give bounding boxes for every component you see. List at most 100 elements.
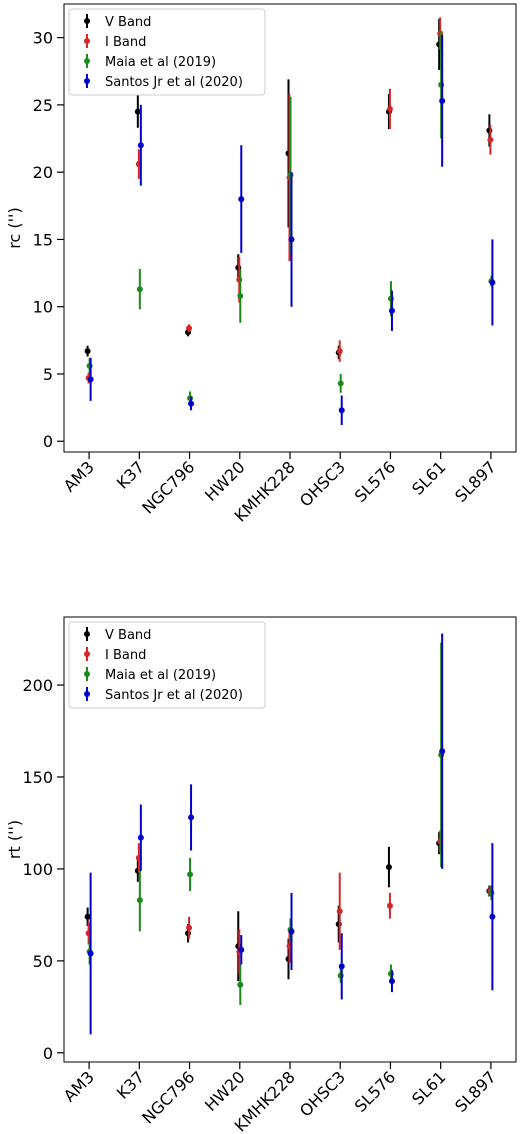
legend-marker [84, 78, 90, 84]
data-point [488, 889, 495, 896]
legend-marker [84, 671, 90, 677]
data-point [338, 963, 345, 970]
data-point [237, 292, 244, 299]
y-tick-label: 100 [22, 860, 53, 879]
x-tick-label: SL897 [451, 1067, 500, 1116]
data-point [388, 978, 395, 985]
y-axis-label: rc ('') [5, 207, 24, 248]
data-point [438, 81, 445, 88]
legend-label: Maia et al (2019) [105, 668, 216, 683]
legend-marker [84, 38, 90, 44]
data-point [386, 105, 393, 112]
legend-marker [84, 651, 90, 657]
x-tick-label: SL576 [351, 457, 400, 506]
y-tick-label: 0 [43, 432, 53, 451]
x-tick-label: AM3 [60, 1067, 98, 1105]
legend-label: I Band [105, 648, 146, 663]
data-point [134, 108, 141, 115]
data-point [136, 897, 143, 904]
legend-marker [84, 691, 90, 697]
data-point [387, 970, 394, 977]
data-point [186, 924, 193, 931]
data-point [385, 864, 392, 871]
x-tick-label: HW20 [201, 457, 249, 505]
legend-marker [84, 631, 90, 637]
data-point [84, 348, 91, 355]
data-point [185, 930, 192, 937]
data-point [439, 748, 446, 755]
x-tick-label: NGC796 [138, 457, 198, 517]
legend-label: Santos Jr et al (2020) [105, 688, 243, 703]
x-tick-label: NGC796 [138, 1067, 198, 1127]
legend-label: Santos Jr et al (2020) [105, 75, 243, 90]
x-tick-label: SL61 [408, 1067, 449, 1108]
data-point [84, 913, 91, 920]
series-1 [84, 832, 493, 982]
legend-label: V Band [105, 628, 151, 643]
data-point [338, 407, 345, 414]
x-tick-label: HW20 [201, 1067, 249, 1115]
legend-box [68, 621, 266, 709]
data-point [486, 127, 493, 134]
data-point [188, 814, 195, 821]
y-tick-label: 15 [33, 230, 53, 249]
legend: V Band I Band Maia et al (2019) Santos Jr e… [68, 621, 266, 709]
y-tick-label: 5 [43, 365, 53, 384]
data-point [187, 395, 194, 402]
x-tick-label: SL61 [408, 457, 449, 498]
legend: V Band I Band Maia et al (2019) Santos Jr e… [68, 8, 266, 96]
data-point [386, 902, 393, 909]
x-tick-label: OHSC3 [296, 457, 349, 510]
legend-label: Maia et al (2019) [105, 55, 216, 70]
legend-label: V Band [105, 15, 151, 30]
series-4 [87, 34, 496, 426]
data-point [336, 348, 343, 355]
data-point [87, 950, 94, 957]
y-tick-label: 0 [43, 1044, 53, 1063]
data-point [387, 295, 394, 302]
x-tick-label: K37 [113, 457, 148, 492]
x-tick-label: K37 [113, 1067, 148, 1102]
x-tick-label: SL897 [451, 457, 500, 506]
y-axis-label: rt ('') [5, 820, 24, 859]
series-2 [85, 830, 494, 974]
y-tick-label: 50 [33, 952, 53, 971]
legend-marker [84, 18, 90, 24]
data-point [335, 921, 342, 928]
legend-box [68, 8, 266, 96]
y-tick-label: 25 [33, 96, 53, 115]
data-point [439, 97, 446, 104]
data-point [236, 276, 243, 283]
data-point [137, 834, 144, 841]
data-point [489, 913, 496, 920]
y-tick-label: 150 [22, 768, 53, 787]
data-point [187, 871, 194, 878]
data-point [136, 286, 143, 293]
data-point [288, 928, 295, 935]
data-point [237, 981, 244, 988]
data-point [238, 946, 245, 953]
data-point [287, 171, 294, 178]
data-point [137, 142, 144, 149]
series-4 [87, 633, 496, 1035]
x-tick-label: AM3 [60, 457, 98, 495]
data-point [288, 236, 295, 243]
y-tick-label: 10 [33, 298, 53, 317]
y-tick-label: 200 [22, 676, 53, 695]
x-tick-label: OHSC3 [296, 1067, 349, 1120]
data-point [87, 376, 94, 383]
legend-marker [84, 58, 90, 64]
y-tick-label: 30 [33, 29, 53, 48]
data-point [337, 380, 344, 387]
data-point [238, 196, 245, 203]
data-point [388, 307, 395, 314]
data-point [489, 279, 496, 286]
data-point [336, 908, 343, 915]
x-tick-label: SL576 [351, 1067, 400, 1116]
data-point [186, 325, 193, 332]
data-point [188, 400, 195, 407]
legend-label: I Band [105, 35, 146, 50]
